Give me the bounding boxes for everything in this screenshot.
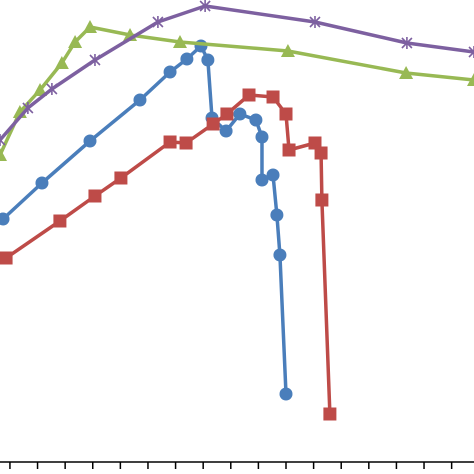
- marker: [0, 212, 10, 226]
- marker: [219, 124, 233, 138]
- marker: [180, 52, 194, 66]
- marker: [88, 189, 102, 203]
- marker: [270, 208, 284, 222]
- marker: [152, 16, 164, 28]
- marker: [35, 176, 49, 190]
- marker: [266, 90, 280, 104]
- marker: [194, 39, 208, 53]
- marker: [401, 37, 413, 49]
- marker: [323, 407, 337, 421]
- marker: [179, 136, 193, 150]
- marker: [0, 148, 7, 161]
- marker: [68, 35, 83, 48]
- marker: [201, 53, 215, 67]
- marker: [279, 107, 293, 121]
- marker: [249, 113, 263, 127]
- marker: [242, 88, 256, 102]
- marker: [266, 168, 280, 182]
- marker: [280, 44, 295, 57]
- marker: [114, 171, 128, 185]
- marker: [53, 214, 67, 228]
- marker: [0, 251, 13, 265]
- marker: [309, 16, 321, 28]
- marker: [163, 135, 177, 149]
- marker: [172, 35, 187, 48]
- marker: [46, 83, 58, 95]
- marker: [133, 93, 147, 107]
- marker: [83, 134, 97, 148]
- marker: [282, 143, 296, 157]
- marker: [82, 20, 97, 33]
- marker: [399, 66, 414, 79]
- marker: [308, 136, 322, 150]
- marker: [468, 46, 474, 58]
- marker: [233, 107, 247, 121]
- marker: [273, 248, 287, 262]
- marker: [89, 54, 101, 66]
- marker: [314, 146, 328, 160]
- marker: [255, 130, 269, 144]
- marker: [54, 56, 69, 69]
- marker: [206, 117, 220, 131]
- marker: [467, 73, 474, 86]
- marker: [33, 83, 48, 96]
- marker: [279, 387, 293, 401]
- marker: [199, 0, 211, 12]
- marker: [220, 107, 234, 121]
- marker: [255, 173, 269, 187]
- marker: [315, 193, 329, 207]
- marker: [22, 102, 34, 114]
- marker: [163, 65, 177, 79]
- marker: [0, 134, 6, 146]
